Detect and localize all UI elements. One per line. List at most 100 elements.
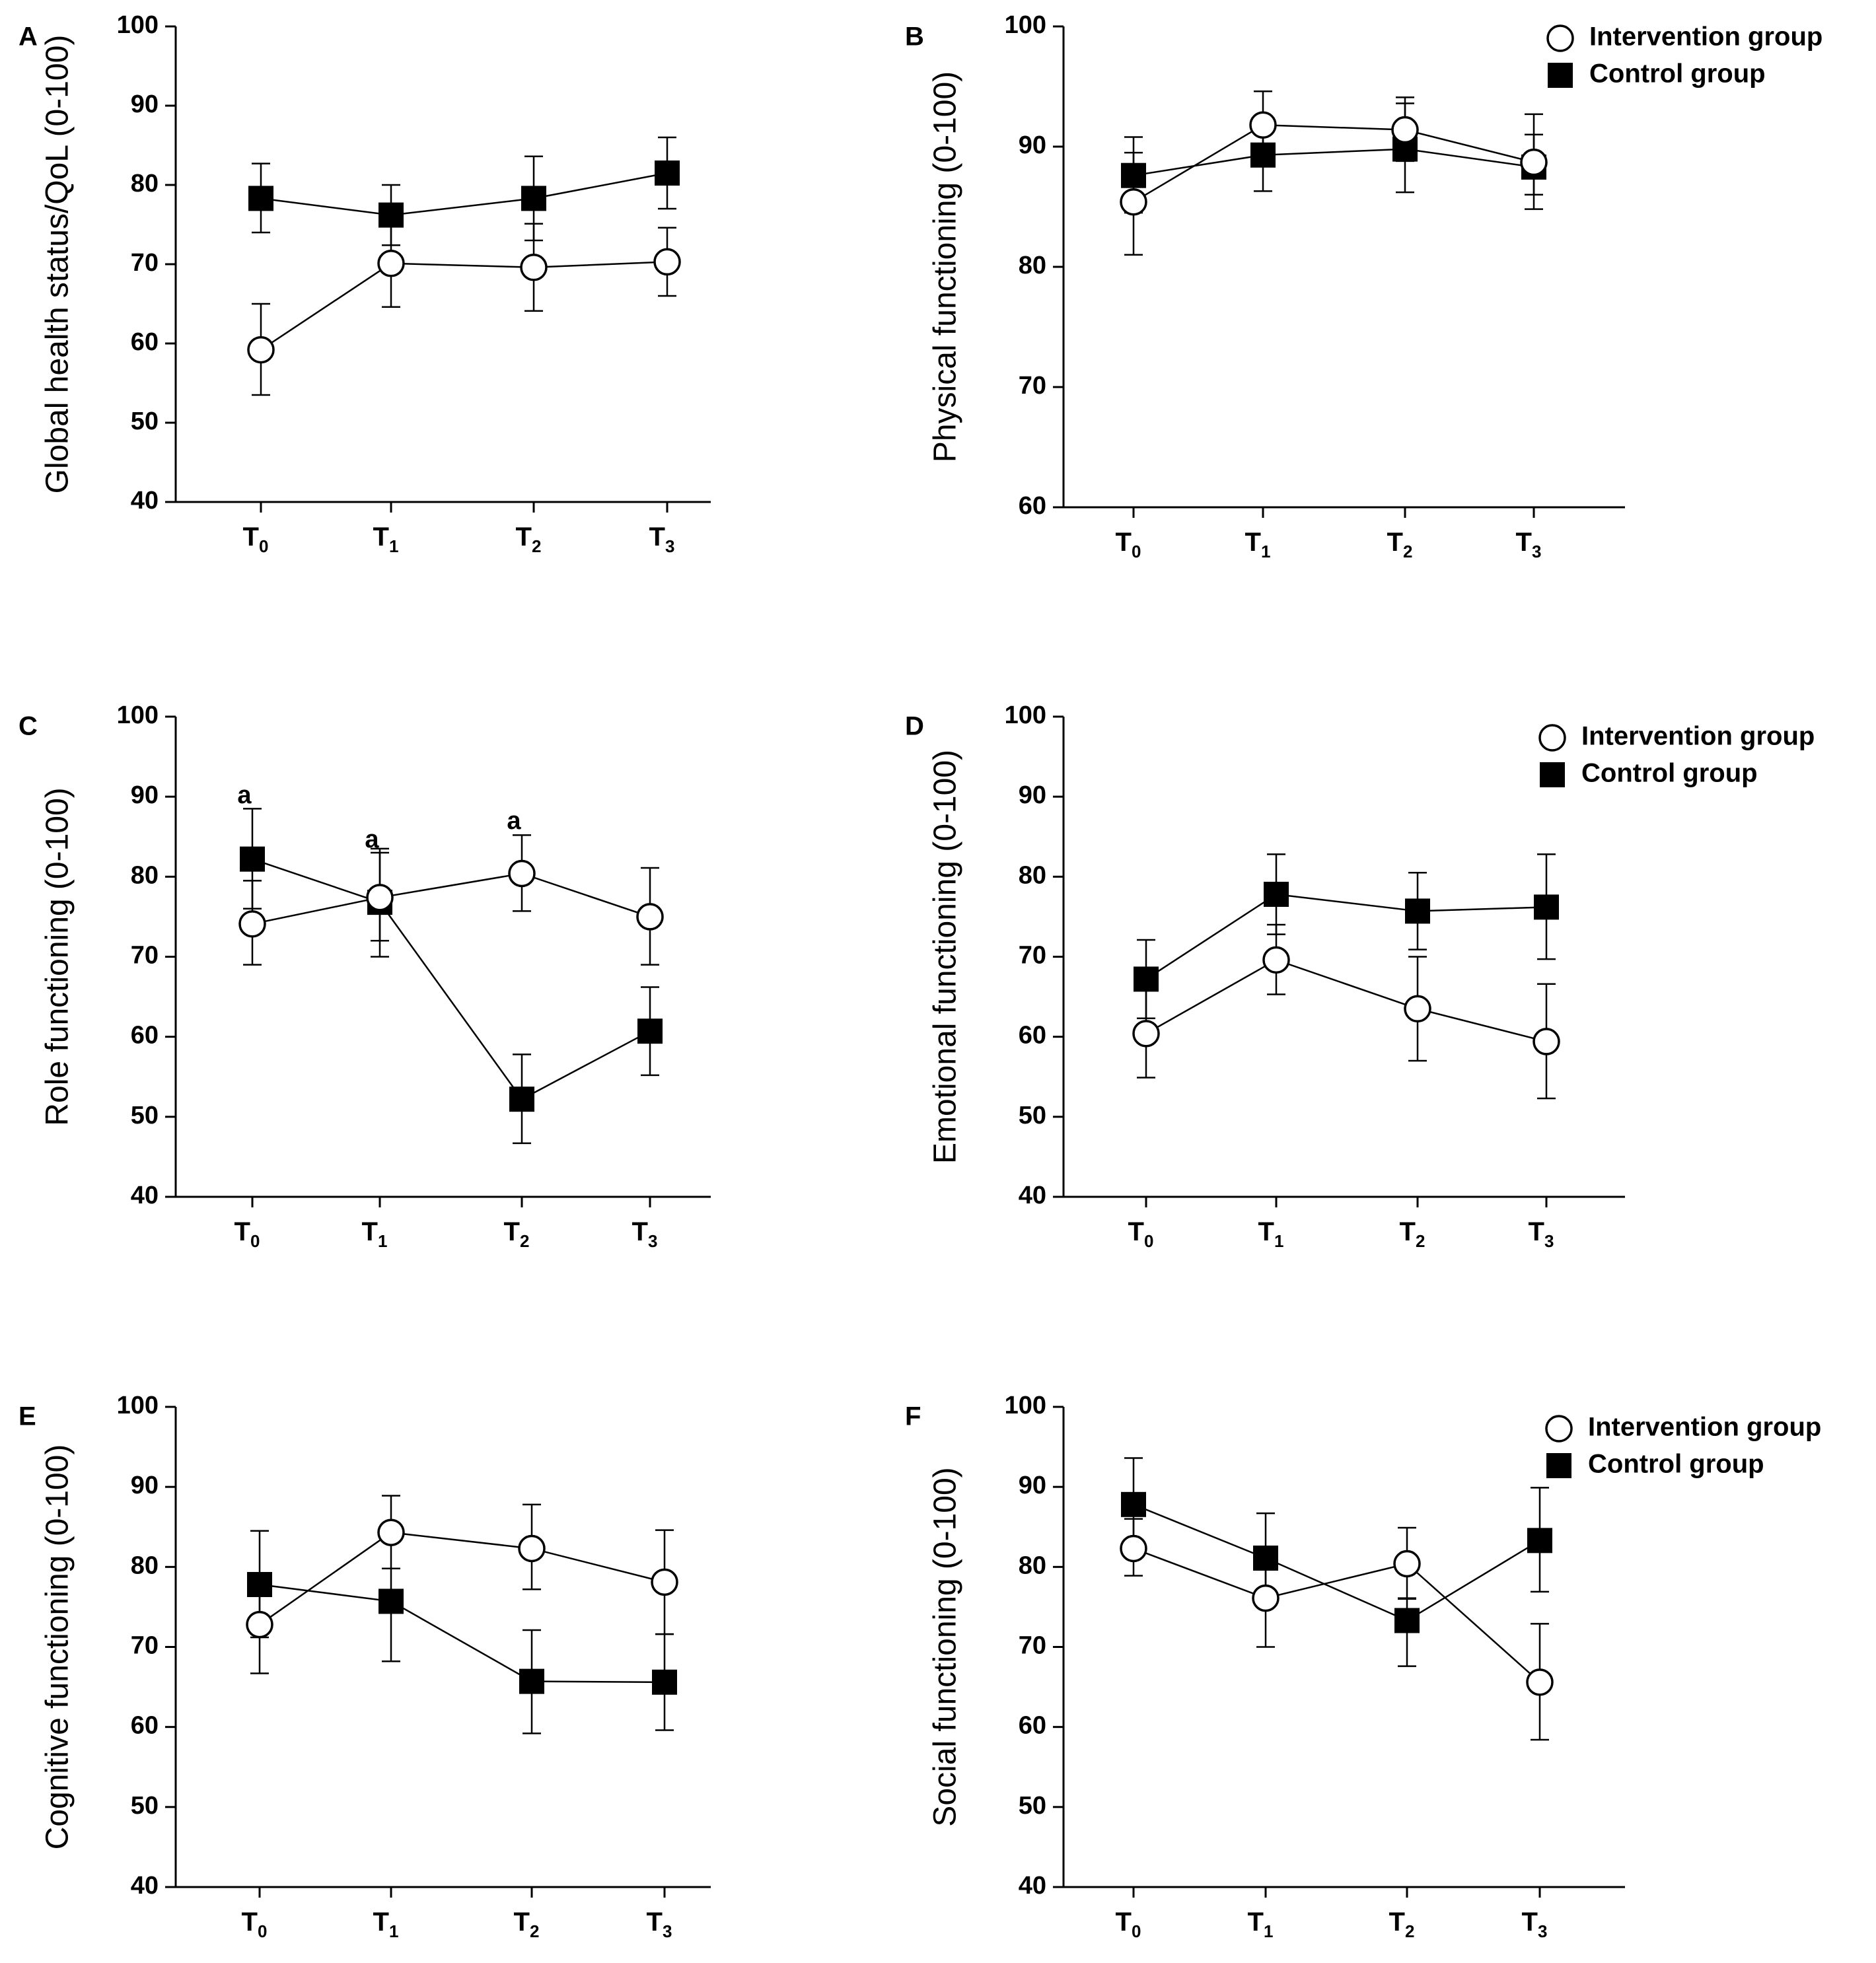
panel-f-intervention-series [1124,1518,1549,1741]
panel-a-intervention-point [653,248,681,276]
panel-b: B 60 70 80 90 100 T0 T1 T2 T3 Physical functioning… [905,11,1822,561]
panel-e-ytick-label: 90 [131,1472,159,1499]
panel-d-control-point [1405,898,1430,924]
panel-f-intervention-point [1393,1550,1421,1578]
panel-b-letter: B [905,22,924,52]
panel-c-y-axis-label: Role functioning (0-100) [40,787,75,1125]
panel-e-ytick-label: 70 [131,1632,159,1660]
panel-b-xtick-label: T1 [1245,528,1271,561]
panel-e-xtick-label: T0 [242,1908,268,1941]
panel-d-xtick-label: T3 [1529,1217,1554,1251]
panel-a-intervention-point [520,254,548,281]
panel-d-ytick-label: 100 [1005,701,1046,729]
panel-f-y-axis-label: Social functioning (0-100) [928,1467,963,1826]
panel-d-legend-label: Intervention group [1581,722,1815,751]
panel-f-xtick-label: T1 [1248,1908,1274,1941]
panel-f-control-point [1121,1491,1146,1517]
panel-d-ytick-label: 80 [1019,861,1046,889]
panel-c-control-series [243,808,659,1145]
panel-a-intervention-series [252,219,676,396]
panel-b-xtick-label: T2 [1387,528,1413,561]
panel-a-ytick-label: 100 [117,11,159,39]
panel-d-legend-marker [1538,724,1566,752]
panel-e-intervention-point [377,1518,405,1546]
panel-e-control-point [379,1588,404,1614]
panel-f-legend-marker [1546,1453,1571,1478]
panel-c-intervention-point [366,884,394,911]
panel-a-xtick-label: T2 [516,522,542,556]
panel-f-legend: Intervention group Control group [1545,1413,1821,1479]
panel-d-ytick-label: 70 [1019,942,1046,970]
panel-d-xtick-label: T0 [1128,1217,1154,1251]
panel-e-control-point [247,1571,272,1597]
panel-b-legend-marker [1548,63,1573,88]
panel-d-letter: D [905,712,924,741]
panel-a-xtick-label: T3 [649,522,675,556]
panel-c-xtick-label: T1 [362,1217,388,1251]
panel-f-legend-label: Intervention group [1588,1413,1821,1442]
panel-d-intervention-line [1145,958,1547,1043]
panel-b-legend: Intervention group Control group [1546,22,1822,89]
panel-b-xtick-label: T0 [1116,528,1141,561]
panel-b-control-point [1250,142,1276,168]
panel-d-ytick-label: 50 [1019,1102,1046,1129]
panel-d-ytick-label: 40 [1019,1182,1046,1209]
panel-b-control-line [1133,148,1534,176]
panel-e-intervention-point [246,1610,273,1639]
panel-f-intervention-line [1133,1548,1540,1683]
panel-c-control-line [252,858,651,1100]
panel-f-legend-label: Control group [1588,1450,1764,1479]
panel-f-ytick-label: 50 [1019,1792,1046,1820]
panel-c-intervention-line [252,873,651,925]
panel-f-control-point [1527,1528,1552,1553]
panel-a-intervention-point [377,250,405,277]
panel-e-ytick-label: 40 [131,1872,159,1900]
panel-b-ytick-label: 80 [1019,252,1046,279]
panel-a-control-series [252,136,676,246]
panel-b-control-series [1124,102,1543,214]
panel-e-ytick-label: 100 [117,1392,159,1419]
panel-a-ytick-label: 60 [131,328,159,356]
panel-b-ytick-label: 90 [1019,131,1046,159]
panel-c-intervention-series [243,834,659,966]
panel-d-intervention-point [1533,1028,1560,1055]
panel-c-ytick-label: 50 [131,1102,159,1129]
panel-e-control-point [652,1669,677,1695]
panel-d-ytick-label: 60 [1019,1022,1046,1050]
panel-a-y-axis-label: Global health status/QoL (0-100) [40,35,75,494]
panel-c-control-point [509,1087,534,1112]
panel-b-legend-label: Intervention group [1589,22,1822,52]
panel-a-ytick-label: 80 [131,170,159,197]
panel-c-xtick-label: T2 [504,1217,530,1251]
panel-a-control-point [655,161,680,186]
panel-e-control-series [250,1530,674,1734]
panel-c-ytick-label: 80 [131,861,159,889]
panel-f-xtick-label: T0 [1116,1908,1141,1941]
panel-c-ytick-label: 100 [117,701,159,729]
panel-d-control-point [1534,894,1559,920]
panel-d-control-point [1264,881,1289,907]
panel-e-control-point [519,1668,544,1694]
panel-b-intervention-point [1120,188,1147,216]
panel-f-xtick-label: T3 [1522,1908,1548,1941]
panel-b-legend-label: Control group [1589,59,1766,89]
panel-c-annotation: a [507,807,521,835]
panel-a-control-point [379,202,404,228]
panel-e-intervention-series [250,1495,674,1674]
panel-c-xtick-label: T0 [234,1217,260,1251]
panel-f-letter: F [905,1402,921,1431]
panel-b-intervention-point [1520,148,1548,176]
panel-f-control-series [1124,1457,1549,1667]
panel-e-control-line [259,1583,665,1684]
panel-f-ytick-label: 80 [1019,1552,1046,1579]
panel-c-letter: C [18,712,38,741]
panel-d-xtick-label: T1 [1258,1217,1284,1251]
panel-c-control-point [240,846,265,872]
panel-d-control-point [1134,966,1159,992]
panel-f-ytick-label: 60 [1019,1712,1046,1740]
panel-e: E 40 50 60 70 80 90 100 T0 T1 T2 T3 Cognitive functi… [18,1392,711,1941]
panel-b-intervention-point [1391,116,1419,144]
panel-e-intervention-point [518,1534,546,1563]
panel-b-legend-marker [1546,24,1574,52]
